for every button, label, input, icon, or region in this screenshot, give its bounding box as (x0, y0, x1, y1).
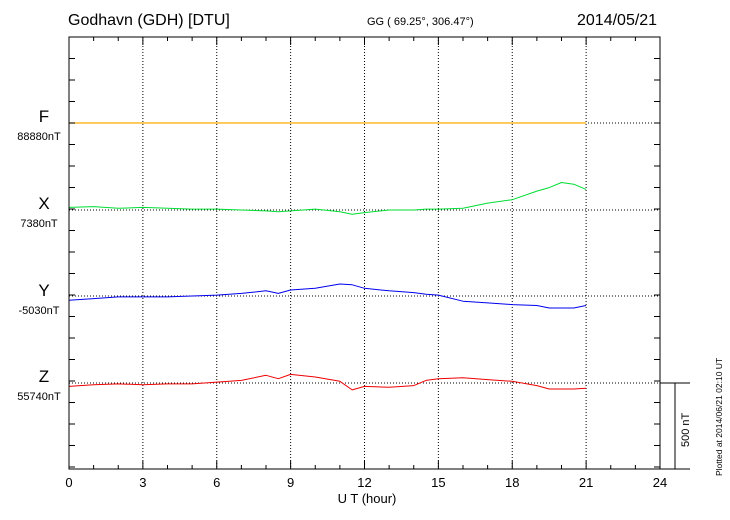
series-line-y (68, 283, 587, 309)
component-baseline-f: 88880nT (17, 131, 61, 143)
component-baseline-x: 7380nT (20, 218, 58, 230)
series-line-x (68, 182, 587, 215)
plotted-timestamp: Plotted at 2014/06/21 02:10 UT (714, 357, 724, 476)
x-tick-label-9: 9 (287, 475, 294, 490)
scale-bar-label: 500 nT (680, 412, 692, 447)
station-title: Godhavn (GDH) [DTU] (68, 12, 230, 29)
x-tick-label-3: 3 (139, 475, 146, 490)
x-tick-label-12: 12 (357, 475, 371, 490)
component-label-x: X (38, 194, 50, 213)
component-baseline-y: -5030nT (18, 305, 60, 317)
x-tick-label-6: 6 (213, 475, 220, 490)
coordinates-label: GG ( 69.25°, 306.47°) (367, 16, 474, 28)
x-tick-label-18: 18 (505, 475, 519, 490)
component-label-y: Y (38, 281, 50, 300)
component-label-f: F (38, 107, 50, 126)
component-label-z: Z (38, 367, 50, 386)
x-tick-label-21: 21 (579, 475, 593, 490)
series-line-z (68, 373, 587, 391)
x-tick-label-24: 24 (653, 475, 667, 490)
component-baseline-z: 55740nT (17, 391, 61, 403)
grid (142, 37, 587, 469)
x-axis-label: U T (hour) (338, 491, 397, 506)
x-axis-ticks: 0 3 6 9 12 15 18 21 24 U T (hour) (65, 37, 667, 506)
series-lines (68, 122, 587, 391)
date-label: 2014/05/21 (577, 12, 658, 29)
x-tick-label-0: 0 (65, 475, 72, 490)
x-tick-label-15: 15 (431, 475, 445, 490)
scale-bar (660, 382, 690, 470)
